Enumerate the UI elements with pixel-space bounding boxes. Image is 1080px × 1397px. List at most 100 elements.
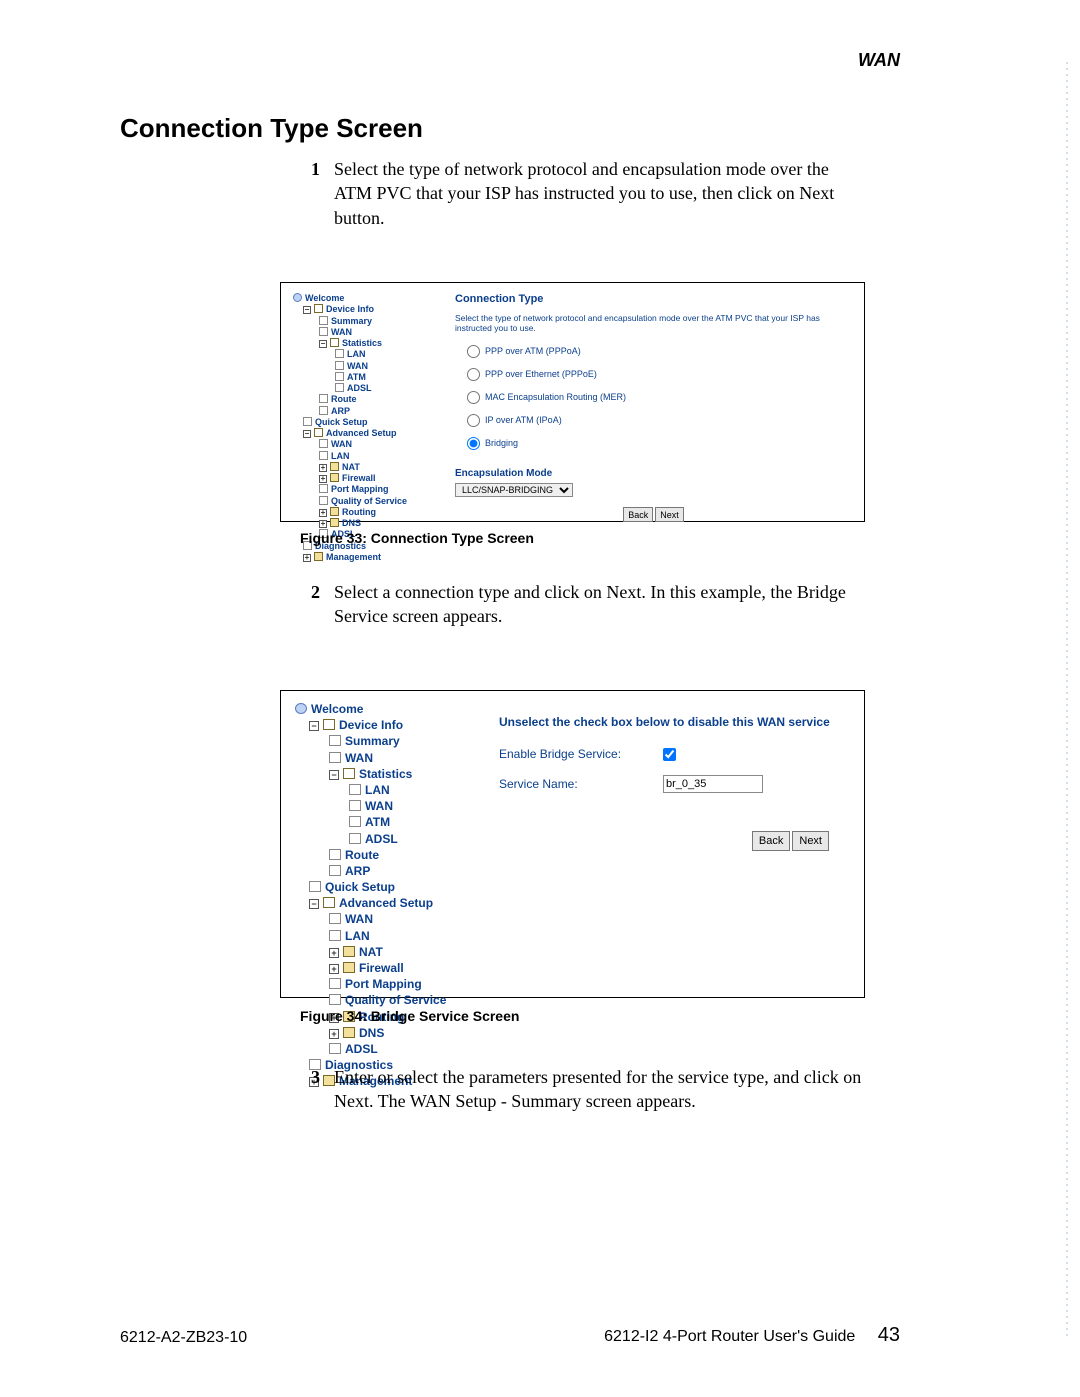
expand-icon[interactable]: + [319, 509, 327, 517]
collapse-icon[interactable]: − [303, 306, 311, 314]
tree-firewall[interactable]: +Firewall [329, 960, 485, 976]
service-name-input[interactable] [663, 775, 763, 793]
collapse-icon[interactable]: − [309, 899, 319, 909]
tree-welcome[interactable]: Welcome [293, 293, 443, 304]
enable-bridge-checkbox[interactable] [663, 748, 676, 761]
radio-bridging[interactable]: Bridging [455, 437, 852, 450]
radio-input[interactable] [467, 345, 480, 358]
header-section-label: WAN [858, 50, 900, 71]
collapse-icon[interactable]: − [309, 721, 319, 731]
radio-ipoa[interactable]: IP over ATM (IPoA) [455, 414, 852, 427]
folder-icon [323, 719, 335, 730]
content-pane-connection-type: Connection Type Select the type of netwo… [455, 293, 852, 563]
doc-icon [335, 349, 344, 358]
globe-icon [293, 293, 302, 302]
doc-icon [309, 881, 321, 892]
step-1-number: 1 [304, 157, 320, 230]
radio-input[interactable] [467, 437, 480, 450]
tree-quick-setup[interactable]: Quick Setup [309, 879, 485, 895]
tree-port-mapping[interactable]: Port Mapping [329, 976, 485, 992]
tree-atm[interactable]: ATM [335, 372, 443, 383]
step-1-text: Select the type of network protocol and … [334, 157, 864, 230]
tree-nat[interactable]: +NAT [329, 944, 485, 960]
radio-input[interactable] [467, 414, 480, 427]
globe-icon [295, 703, 307, 714]
tree-adv-wan[interactable]: WAN [329, 911, 485, 927]
doc-icon [329, 752, 341, 763]
expand-icon[interactable]: + [329, 964, 339, 974]
nav-tree: Welcome −Device Info Summary WAN −Statis… [293, 293, 443, 563]
content-title: Connection Type [455, 293, 852, 305]
tree-port-mapping[interactable]: Port Mapping [319, 484, 443, 495]
tree-nat[interactable]: +NAT [319, 462, 443, 473]
back-button[interactable]: Back [752, 831, 790, 851]
collapse-icon[interactable]: − [329, 770, 339, 780]
tree-qos[interactable]: Quality of Service [319, 496, 443, 507]
tree-stat-wan[interactable]: WAN [335, 361, 443, 372]
tree-firewall[interactable]: +Firewall [319, 473, 443, 484]
doc-icon [319, 451, 328, 460]
doc-icon [319, 327, 328, 336]
tree-adsl[interactable]: ADSL [349, 831, 485, 847]
tree-device-info[interactable]: −Device Info [303, 304, 443, 315]
tree-lan[interactable]: LAN [335, 349, 443, 360]
tree-dns[interactable]: +DNS [319, 518, 443, 529]
folder-icon [314, 552, 323, 561]
back-button[interactable]: Back [623, 507, 653, 522]
tree-advanced-setup[interactable]: −Advanced Setup [303, 428, 443, 439]
collapse-icon[interactable]: − [319, 340, 327, 348]
tree-atm[interactable]: ATM [349, 814, 485, 830]
tree-adv-wan[interactable]: WAN [319, 439, 443, 450]
tree-wan[interactable]: WAN [329, 750, 485, 766]
tree-management[interactable]: +Management [303, 552, 443, 563]
radio-mer[interactable]: MAC Encapsulation Routing (MER) [455, 391, 852, 404]
tree-statistics[interactable]: −Statistics [329, 766, 485, 782]
tree-welcome[interactable]: Welcome [295, 701, 485, 717]
tree-routing[interactable]: +Routing [319, 507, 443, 518]
tree-adv-lan[interactable]: LAN [329, 928, 485, 944]
tree-lan[interactable]: LAN [349, 782, 485, 798]
doc-icon [329, 994, 341, 1005]
tree-dns[interactable]: +DNS [329, 1025, 485, 1041]
tree-route[interactable]: Route [329, 847, 485, 863]
tree-adsl[interactable]: ADSL [335, 383, 443, 394]
next-button[interactable]: Next [792, 831, 829, 851]
folder-icon [330, 338, 339, 347]
tree-adv-adsl[interactable]: ADSL [329, 1041, 485, 1057]
doc-icon [329, 735, 341, 746]
tree-advanced-setup[interactable]: −Advanced Setup [309, 895, 485, 911]
tree-summary[interactable]: Summary [319, 316, 443, 327]
doc-icon [303, 417, 312, 426]
tree-wan[interactable]: WAN [319, 327, 443, 338]
expand-icon[interactable]: + [303, 554, 311, 562]
radio-pppoe[interactable]: PPP over Ethernet (PPPoE) [455, 368, 852, 381]
doc-icon [329, 849, 341, 860]
folder-icon [343, 768, 355, 779]
radio-pppoa[interactable]: PPP over ATM (PPPoA) [455, 345, 852, 358]
folder-icon [343, 946, 355, 957]
tree-adv-lan[interactable]: LAN [319, 451, 443, 462]
tree-summary[interactable]: Summary [329, 733, 485, 749]
radio-input[interactable] [467, 368, 480, 381]
expand-icon[interactable]: + [329, 948, 339, 958]
doc-icon [349, 800, 361, 811]
doc-icon [319, 496, 328, 505]
radio-input[interactable] [467, 391, 480, 404]
collapse-icon[interactable]: − [303, 430, 311, 438]
tree-quick-setup[interactable]: Quick Setup [303, 417, 443, 428]
tree-arp[interactable]: ARP [319, 406, 443, 417]
expand-icon[interactable]: + [329, 1029, 339, 1039]
tree-device-info[interactable]: −Device Info [309, 717, 485, 733]
tree-stat-wan[interactable]: WAN [349, 798, 485, 814]
expand-icon[interactable]: + [319, 464, 327, 472]
next-button[interactable]: Next [655, 507, 684, 522]
tree-route[interactable]: Route [319, 394, 443, 405]
tree-statistics[interactable]: −Statistics [319, 338, 443, 349]
tree-arp[interactable]: ARP [329, 863, 485, 879]
doc-icon [329, 978, 341, 989]
step-2: 2 Select a connection type and click on … [304, 580, 864, 629]
encapsulation-mode-select[interactable]: LLC/SNAP-BRIDGING [455, 483, 573, 497]
expand-icon[interactable]: + [319, 520, 327, 528]
expand-icon[interactable]: + [319, 475, 327, 483]
tree-qos[interactable]: Quality of Service [329, 992, 485, 1008]
